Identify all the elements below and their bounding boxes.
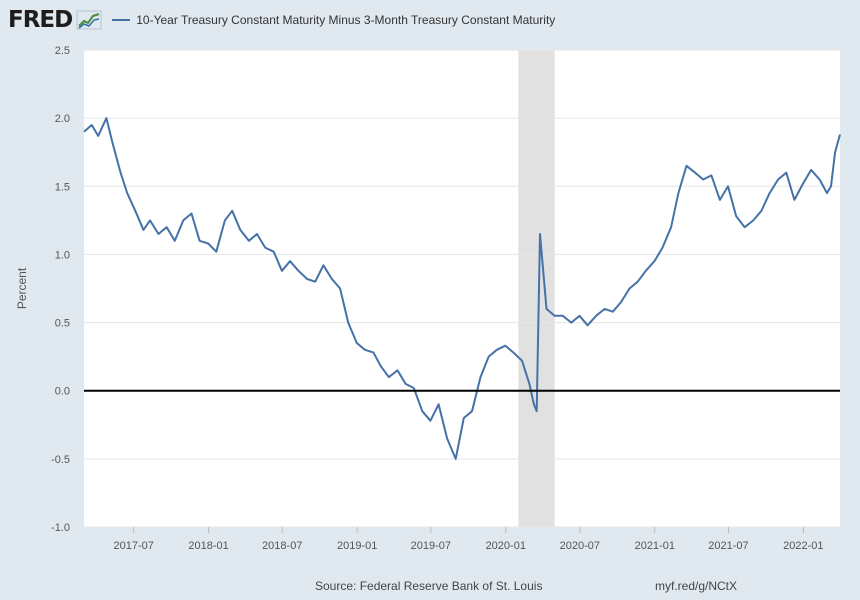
y-tick-label: 1.0 [55,249,70,261]
y-tick-label: 0.5 [55,318,70,330]
x-tick-label: 2018-01 [188,540,228,552]
legend-label[interactable]: 10-Year Treasury Constant Maturity Minus… [136,13,556,27]
recession-band [518,50,555,527]
plot-area [84,50,840,527]
chart-header: FRED 10-Year Treasury Constant Maturity … [8,6,555,34]
x-tick-label: 2021-07 [708,540,748,552]
x-tick-label: 2019-01 [337,540,377,552]
short-url-link[interactable]: myf.red/g/NCtX [655,579,738,593]
y-tick-label: -0.5 [51,454,70,466]
legend-swatch [112,19,131,21]
x-tick-label: 2020-01 [486,540,526,552]
x-tick-label: 2022-01 [783,540,823,552]
y-tick-label: -1.0 [51,522,70,534]
line-chart-icon [76,10,102,30]
x-tick-label: 2017-07 [113,540,153,552]
fred-logo[interactable]: FRED [8,7,73,33]
y-tick-label: 2.5 [55,45,70,57]
x-tick-label: 2019-07 [411,540,451,552]
y-axis-label: Percent [15,267,29,309]
series-line [83,117,841,460]
source-note: Source: Federal Reserve Bank of St. Loui… [315,579,543,593]
y-tick-label: 0.0 [55,386,70,398]
x-tick-label: 2018-07 [262,540,302,552]
x-tick-label: 2020-07 [560,540,600,552]
y-tick-label: 1.5 [55,181,70,193]
x-tick-label: 2021-01 [635,540,675,552]
y-tick-label: 2.0 [55,113,70,125]
